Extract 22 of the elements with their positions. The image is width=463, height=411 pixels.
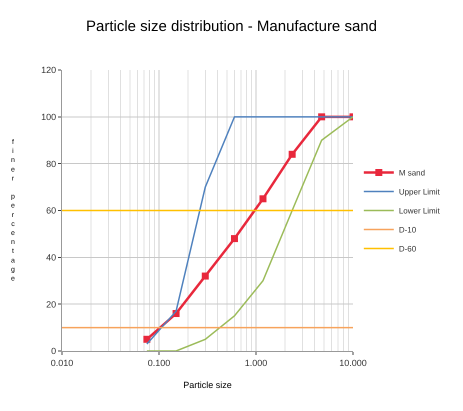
y-tick-label: 120 (41, 65, 56, 76)
y-tick-label: 80 (46, 158, 56, 169)
legend-label: Upper Limit (398, 188, 440, 197)
point (230, 235, 238, 242)
point (202, 272, 209, 280)
x-tick-label: 0.010 (50, 358, 74, 368)
legend-label: D-60 (398, 244, 417, 254)
x-tick-label: 10.000 (339, 358, 367, 368)
legend-label: Lower Limit (398, 206, 440, 216)
x-tick-label: 0.100 (148, 358, 170, 368)
chart-title: Particle size distribution - Manufacture sand (86, 18, 377, 36)
y-tick-label: 40 (46, 252, 56, 262)
y-tick-label: 100 (41, 112, 56, 122)
x-tick-label: 1.000 (244, 358, 268, 368)
y-tick-label: 20 (46, 299, 56, 310)
x-axis-title: Particle size (183, 380, 232, 390)
point (259, 195, 266, 202)
legend-label: M sand (398, 168, 426, 178)
legend-label: D-10 (398, 226, 417, 235)
point (288, 150, 296, 158)
y-tick-label: 60 (46, 206, 56, 216)
y-tick-label: 0 (51, 346, 56, 356)
